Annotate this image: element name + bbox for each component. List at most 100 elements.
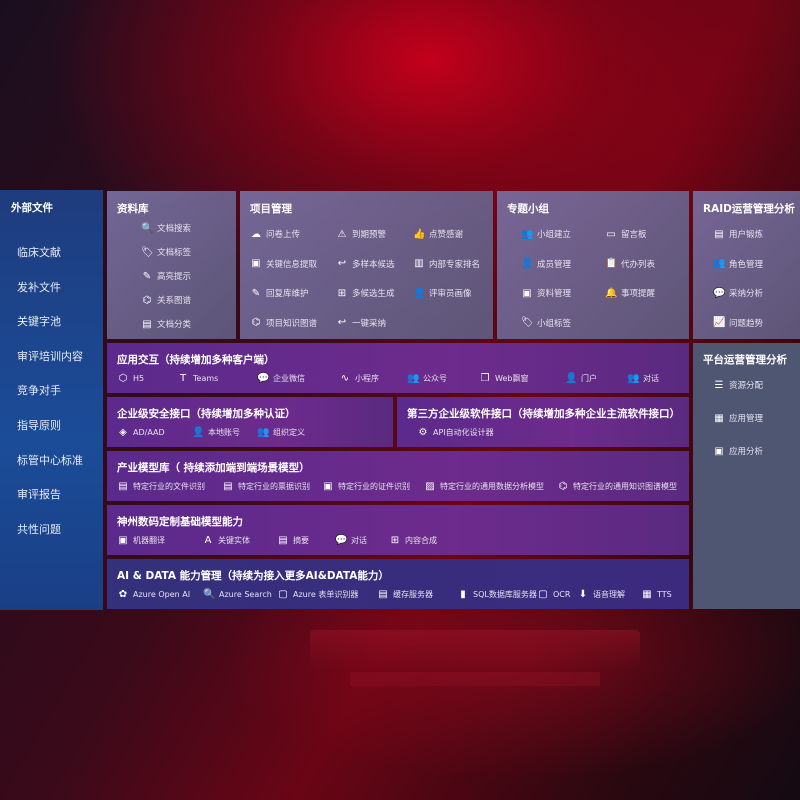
feature-item[interactable]: 💬 对话 (335, 535, 367, 546)
feature-item[interactable]: T Teams (177, 373, 218, 384)
feature-item[interactable]: 👥 公众号 (407, 373, 447, 384)
floor-reflection-step (350, 672, 600, 686)
external-file-item[interactable]: 审评报告 (17, 488, 61, 502)
feature-item[interactable]: ☰ 资源分配 (713, 379, 764, 392)
feature-item[interactable]: ⊞ 内容合成 (389, 535, 437, 546)
feature-label: 语音理解 (593, 590, 625, 599)
external-file-item[interactable]: 临床文献 (17, 246, 61, 259)
feature-item[interactable]: ✎ 回复库维护 (250, 287, 309, 300)
feature-item[interactable]: ✿ Azure Open AI (117, 589, 190, 600)
feature-label: 缓存服务器 (393, 590, 433, 599)
feature-item[interactable]: ⚠ 到期预警 (336, 228, 387, 241)
feature-item[interactable]: ▢ Azure 表单识别器 (277, 589, 358, 600)
feature-item[interactable]: 👤 评审员画像 (413, 287, 472, 300)
feature-item[interactable]: ▥ 内部专家排名 (413, 258, 480, 270)
synthesis-icon: ⊞ (390, 535, 400, 546)
feature-label: 事项提醒 (621, 289, 656, 299)
feature-item[interactable]: ∿ 小程序 (339, 373, 379, 384)
feature-item[interactable]: 🔍 Azure Search (203, 589, 272, 600)
feature-label: 关系图谱 (157, 296, 192, 306)
qa-icon: 💬 (713, 287, 726, 299)
feature-item[interactable]: 👥 小组建立 (521, 228, 571, 241)
feature-label: 小程序 (355, 374, 379, 383)
feature-item[interactable]: 👤 门户 (565, 373, 597, 384)
feature-label: 本地账号 (208, 428, 240, 437)
feature-label: 对话 (351, 536, 367, 545)
external-file-item[interactable]: 审评培训内容 (17, 349, 83, 363)
external-file-item[interactable]: 共性问题 (17, 522, 61, 536)
external-file-item[interactable]: 指导原则 (17, 419, 61, 432)
feature-item[interactable]: ▨ 特定行业的通用数据分析模型 (424, 481, 544, 492)
feature-item[interactable]: ▣ 资料管理 (521, 287, 571, 300)
feature-item[interactable]: ▣ 关键信息提取 (250, 258, 317, 270)
feature-item[interactable]: A 关键实体 (202, 535, 250, 546)
feature-label: OCR (553, 590, 571, 599)
feature-item[interactable]: ▤ 用户锻炼 (713, 228, 763, 241)
feature-item[interactable]: 💬 采纳分析 (713, 287, 763, 300)
feature-item[interactable]: 👥 组织定义 (257, 427, 305, 438)
feature-item[interactable]: ▦ TTS (641, 589, 671, 600)
feature-item[interactable]: ↩ 一键采纳 (336, 317, 386, 329)
feature-label: 门户 (581, 374, 597, 383)
sql-icon: ▮ (460, 589, 466, 600)
external-file-item[interactable]: 关键字池 (17, 315, 61, 329)
html5-icon: ⬡ (118, 373, 128, 384)
feature-label: 对话 (643, 374, 659, 383)
feature-item[interactable]: 🔍 文档搜索 (141, 222, 191, 235)
feature-item[interactable]: 👍 点赞感谢 (413, 228, 463, 241)
feature-item[interactable]: ⌬ 特定行业的通用知识图谱模型 (557, 481, 677, 492)
feature-item[interactable]: ▦ 应用管理 (713, 412, 763, 425)
feature-item[interactable]: ▣ 特定行业的证件识别 (322, 481, 410, 492)
feature-item[interactable]: 🔔 事项提醒 (605, 287, 656, 300)
feature-item[interactable]: ▣ 应用分析 (713, 445, 764, 458)
feature-item[interactable]: ▮ SQL数据库服务器 (457, 589, 537, 600)
reply-icon: ↩ (337, 258, 347, 269)
external-file-item[interactable]: 标管中心标准 (17, 453, 83, 467)
feature-item[interactable]: 📋 代办列表 (605, 258, 655, 270)
feature-item[interactable]: 👤 本地账号 (192, 427, 240, 438)
feature-item[interactable]: ▤ 文档分类 (141, 318, 191, 331)
feature-item[interactable]: ▣ 机器翻译 (117, 535, 165, 546)
summary-icon: ▤ (278, 535, 288, 546)
feature-item[interactable]: ⬡ H5 (117, 373, 144, 384)
bbs-icon: ▭ (606, 228, 616, 240)
feature-label: Web飘窗 (495, 374, 529, 383)
public-account-icon: 👥 (407, 373, 420, 384)
feature-item[interactable]: ⌬ 关系图谱 (141, 294, 192, 307)
feature-item[interactable]: ▤ 摘要 (277, 535, 309, 546)
feature-item[interactable]: 📈 问题趋势 (713, 317, 763, 329)
feature-item[interactable]: 🏷 小组标签 (521, 317, 571, 329)
feature-item[interactable]: 🏷 文档标签 (141, 246, 191, 259)
tts-icon: ▦ (642, 589, 652, 600)
feature-item[interactable]: ☁ 问卷上传 (250, 228, 300, 241)
feature-item[interactable]: ⚙ API自动化设计器 (417, 427, 494, 438)
feature-item[interactable]: ▤ 特定行业的文件识别 (117, 481, 205, 492)
feature-item[interactable]: ↩ 多样本候选 (336, 258, 395, 270)
feature-item[interactable]: ⌬ 项目知识图谱 (250, 317, 317, 329)
feature-label: 应用分析 (729, 447, 764, 457)
feature-item[interactable]: ▭ 留言板 (605, 228, 646, 241)
feature-item[interactable]: ⊞ 多候选生成 (336, 287, 395, 300)
external-file-item[interactable]: 发补文件 (17, 280, 61, 294)
feature-item[interactable]: ▤ 缓存服务器 (377, 589, 433, 600)
receipt-icon: ▤ (223, 481, 233, 492)
feature-item[interactable]: ❐ Web飘窗 (479, 373, 529, 384)
group-icon: 👥 (521, 228, 534, 240)
feature-item[interactable]: ▤ 特定行业的票据识别 (222, 481, 310, 492)
feature-item[interactable]: 👥 角色管理 (713, 258, 763, 270)
feature-item[interactable]: ⬇ 语音理解 (577, 589, 625, 600)
ocr-icon: ▢ (538, 589, 548, 600)
user-icon: 👤 (413, 287, 426, 299)
feature-label: 一键采纳 (352, 318, 387, 329)
feature-label: 多候选生成 (352, 289, 395, 299)
feature-item[interactable]: ◈ AD/AAD (117, 427, 165, 438)
feature-item[interactable]: ▢ OCR (537, 589, 570, 600)
feature-item[interactable]: ✎ 高亮提示 (141, 270, 191, 283)
api-gear-icon: ⚙ (418, 427, 428, 438)
external-file-item[interactable]: 竞争对手 (17, 384, 61, 398)
feature-item[interactable]: 💬 企业微信 (257, 373, 305, 384)
base-model-panel: 神州数码定制基础模型能力 ▣ 机器翻译 A 关键实体 ▤ 摘要 💬 对话 ⊞ 内容合成 (107, 505, 689, 555)
miniprogram-icon: ∿ (340, 373, 350, 384)
feature-item[interactable]: 👥 对话 (627, 373, 659, 384)
feature-item[interactable]: 👤 成员管理 (521, 258, 571, 270)
